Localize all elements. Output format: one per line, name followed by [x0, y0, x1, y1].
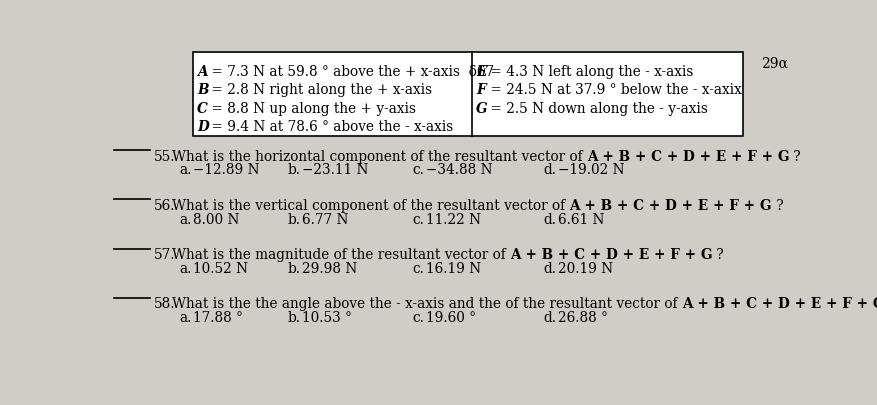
Text: a.: a.	[179, 163, 192, 177]
Text: B: B	[197, 83, 209, 97]
Text: −34.88 N: −34.88 N	[425, 163, 492, 177]
Text: c.: c.	[411, 212, 424, 226]
Text: E: E	[476, 65, 486, 79]
Text: A + B + C + D + E + F + G: A + B + C + D + E + F + G	[510, 247, 712, 262]
Text: ?: ?	[788, 149, 800, 163]
Text: = 2.8 N right along the + x-axis: = 2.8 N right along the + x-axis	[206, 83, 431, 97]
Text: −19.02 N: −19.02 N	[557, 163, 624, 177]
Text: b.: b.	[288, 212, 301, 226]
Text: ?: ?	[712, 247, 724, 262]
Text: 17.88 °: 17.88 °	[193, 311, 243, 324]
Text: What is the magnitude of the resultant vector of: What is the magnitude of the resultant v…	[172, 247, 510, 262]
Text: = 2.5 N down along the - y-axis: = 2.5 N down along the - y-axis	[485, 102, 707, 115]
Text: = 8.8 N up along the + y-axis: = 8.8 N up along the + y-axis	[206, 102, 415, 115]
Text: What is the horizontal component of the resultant vector of: What is the horizontal component of the …	[172, 149, 586, 163]
Text: = 24.5 N at 37.9 ° below the - x-axix: = 24.5 N at 37.9 ° below the - x-axix	[485, 83, 740, 97]
Text: A: A	[197, 65, 208, 79]
Text: D: D	[197, 120, 209, 134]
Text: c.: c.	[411, 261, 424, 275]
Text: C: C	[197, 102, 208, 115]
Text: = 4.3 N left along the - x-axis: = 4.3 N left along the - x-axis	[485, 65, 692, 79]
Text: 26.88 °: 26.88 °	[557, 311, 607, 324]
Text: 56.: 56.	[153, 198, 175, 212]
Text: 55.: 55.	[153, 149, 175, 163]
Text: 19.60 °: 19.60 °	[425, 311, 475, 324]
Text: a.: a.	[179, 261, 192, 275]
Text: 11.22 N: 11.22 N	[425, 212, 481, 226]
Text: d.: d.	[543, 261, 556, 275]
Text: d.: d.	[543, 311, 556, 324]
Text: A + B + C + D + E + F + G: A + B + C + D + E + F + G	[586, 149, 788, 163]
Text: What is the vertical component of the resultant vector of: What is the vertical component of the re…	[172, 198, 568, 212]
Text: 6.77 N: 6.77 N	[302, 212, 348, 226]
Text: 20.19 N: 20.19 N	[557, 261, 612, 275]
Text: 6.61 N: 6.61 N	[557, 212, 603, 226]
Text: 16.19 N: 16.19 N	[425, 261, 481, 275]
Text: 8.00 N: 8.00 N	[193, 212, 239, 226]
Text: a.: a.	[179, 311, 192, 324]
Text: b.: b.	[288, 261, 301, 275]
Text: c.: c.	[411, 311, 424, 324]
Text: b.: b.	[288, 163, 301, 177]
Text: F: F	[476, 83, 485, 97]
Text: A + B + C + D + E + F + G: A + B + C + D + E + F + G	[681, 297, 877, 311]
Text: A + B + C + D + E + F + G: A + B + C + D + E + F + G	[568, 198, 771, 212]
Text: d.: d.	[543, 212, 556, 226]
Text: G: G	[476, 102, 488, 115]
Text: 57.: 57.	[153, 247, 175, 262]
Bar	[192, 52, 742, 137]
Text: d.: d.	[543, 163, 556, 177]
Text: −12.89 N: −12.89 N	[193, 163, 260, 177]
Text: What is the the angle above the - x-axis and the of the resultant vector of: What is the the angle above the - x-axis…	[172, 297, 681, 311]
Text: 10.52 N: 10.52 N	[193, 261, 248, 275]
Text: 10.53 °: 10.53 °	[302, 311, 352, 324]
Text: 29α: 29α	[760, 56, 787, 70]
Text: −23.11 N: −23.11 N	[302, 163, 368, 177]
Text: = 9.4 N at 78.6 ° above the - x-axis: = 9.4 N at 78.6 ° above the - x-axis	[206, 120, 453, 134]
Text: b.: b.	[288, 311, 301, 324]
Text: c.: c.	[411, 163, 424, 177]
Text: 58.: 58.	[153, 297, 175, 311]
Text: a.: a.	[179, 212, 192, 226]
Text: ?: ?	[771, 198, 782, 212]
Text: 29.98 N: 29.98 N	[302, 261, 357, 275]
Text: = 7.3 N at 59.8 ° above the + x-axis  δ67: = 7.3 N at 59.8 ° above the + x-axis δ67	[206, 65, 493, 79]
